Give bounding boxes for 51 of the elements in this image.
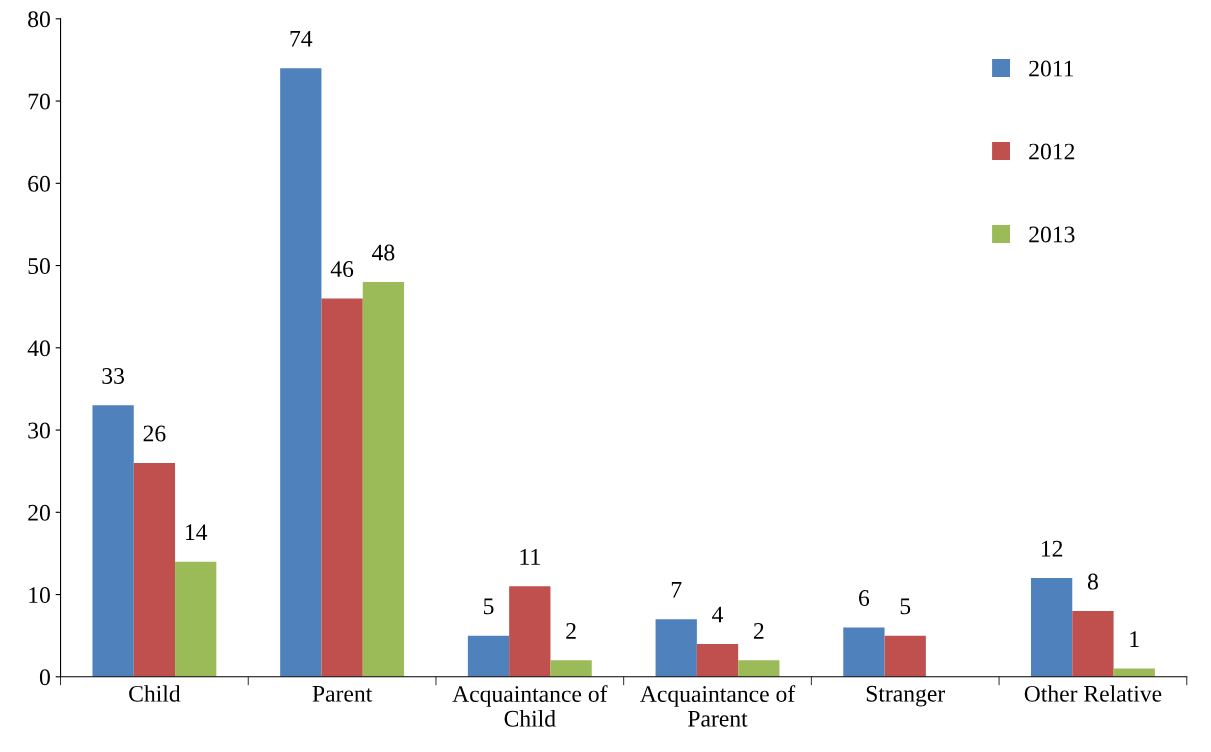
y-tick-label: 60 [28,175,50,192]
x-tick-label: Parent [312,686,373,702]
data-label: 6 [859,590,870,606]
bar [467,635,510,677]
data-label: 4 [712,606,724,623]
data-label: 5 [900,598,911,615]
bar [509,586,551,677]
x-tick-label: Acquaintance of Child [452,685,608,727]
legend-label: 2011 [1029,60,1074,77]
y-tick-label: 70 [28,93,50,110]
data-label: 33 [102,368,124,384]
legend-label: 2013 [1029,226,1075,243]
data-label: 11 [520,549,540,565]
bar [550,660,592,677]
bar [1030,578,1073,677]
y-tick-label: 80 [28,11,50,28]
y-tick-label: 20 [28,504,50,521]
data-label: 26 [143,425,166,442]
x-tick-label: Acquaintance of Parent [640,685,796,727]
y-tick-label: 10 [29,587,50,603]
data-label: 48 [372,244,395,261]
bar [175,561,217,677]
data-label: 74 [290,30,313,47]
y-tick-label: 50 [28,258,50,274]
x-tick-label: Other Relative [1024,685,1162,702]
data-label: 8 [1087,573,1098,590]
bar [843,627,885,677]
y-tick-label: 30 [28,422,50,439]
bar [321,298,363,677]
y-tick-label: 40 [27,340,50,357]
x-tick-label: Child [129,685,181,702]
data-label: 14 [185,524,208,540]
bar [362,282,405,677]
bar [92,405,134,677]
data-label: 46 [330,261,354,277]
data-label: 1 [1130,631,1139,647]
data-label: 7 [671,582,682,598]
y-tick-label: 0 [39,669,50,686]
data-label: 2 [566,623,576,639]
bar [696,643,739,677]
data-label: 5 [483,598,494,615]
data-label: 2 [753,623,764,639]
bar [655,619,697,677]
x-tick-label: Stranger [866,685,946,707]
legend-label: 2012 [1029,143,1075,160]
bar [738,660,780,677]
bar [884,635,926,677]
data-label: 12 [1041,540,1063,557]
bar [280,68,322,677]
bar [1072,611,1114,677]
bar [133,462,176,677]
